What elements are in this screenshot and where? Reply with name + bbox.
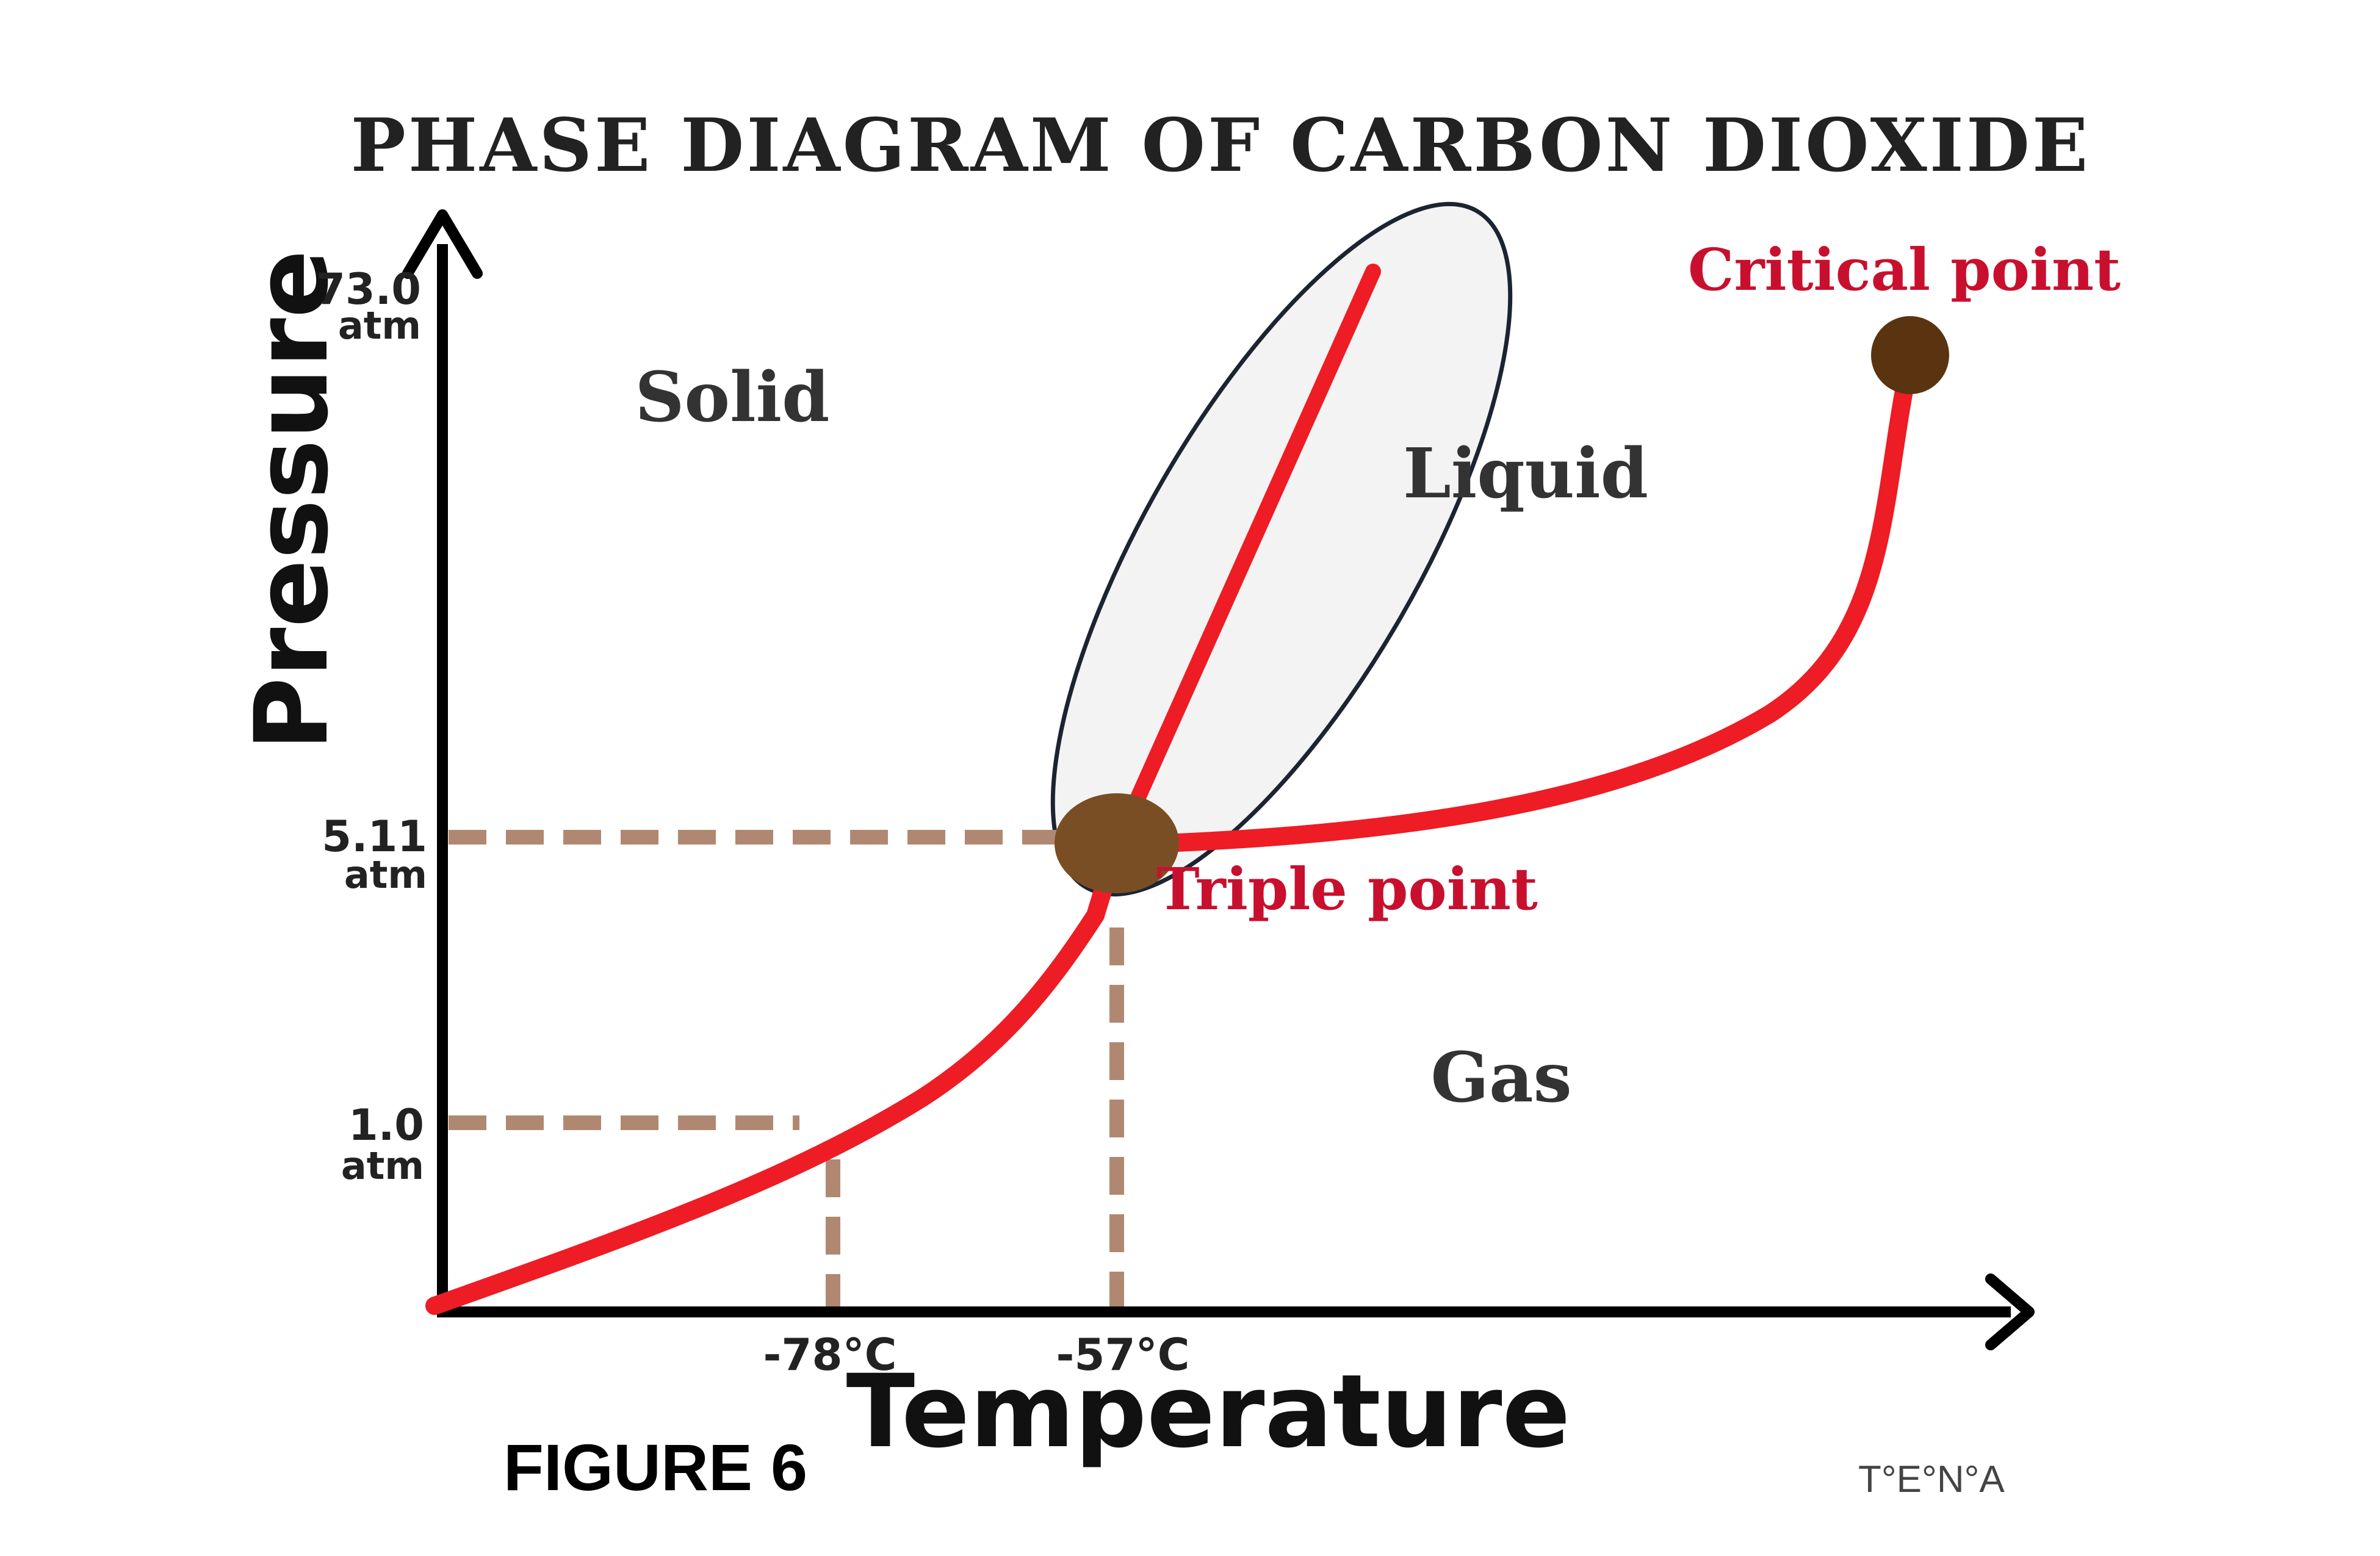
temperature-ticks: -78°C -57°C [763,1329,1190,1380]
phase-curves [425,264,1919,1315]
triple-point-marker [1055,793,1179,893]
pressure-ticks: 73.0 atm 5.11 atm 1.0 atm [316,264,427,1188]
temperature-tick-label: -57°C [1056,1329,1190,1380]
x-axis-arrow-icon [1985,1273,2035,1350]
critical-point-marker [1871,316,1949,394]
sublimation-curve [425,836,1126,1315]
region-label-solid: Solid [635,358,830,438]
y-axis-arrow-icon [402,209,483,279]
diagram-title: PHASE DIAGRAM OF CARBON DIOXIDE [351,103,2091,189]
credit-text: T°E°N°A [1858,1458,2005,1500]
axes [402,209,2035,1350]
temperature-tick-label: -78°C [763,1329,897,1380]
pressure-tick-value: 1.0 [348,1100,424,1150]
critical-point-label: Critical point [1688,236,2121,304]
x-axis-title: Temperature [846,1353,1571,1470]
triple-point-label: Triple point [1156,855,1538,923]
region-label-liquid: Liquid [1403,434,1648,514]
region-label-gas: Gas [1430,1038,1571,1118]
reference-lines [449,830,1124,1312]
y-axis-title: Pressure [233,250,350,751]
pressure-tick-value: 5.11 [322,812,427,862]
pressure-tick-unit: atm [344,852,427,897]
melting-curve [1109,264,1381,853]
pressure-tick-unit: atm [341,1144,424,1188]
pressure-tick-unit: atm [338,303,421,348]
pressure-tick-value: 73.0 [316,264,421,314]
figure-caption: FIGURE 6 [503,1430,807,1504]
vaporization-curve [1108,351,1919,854]
